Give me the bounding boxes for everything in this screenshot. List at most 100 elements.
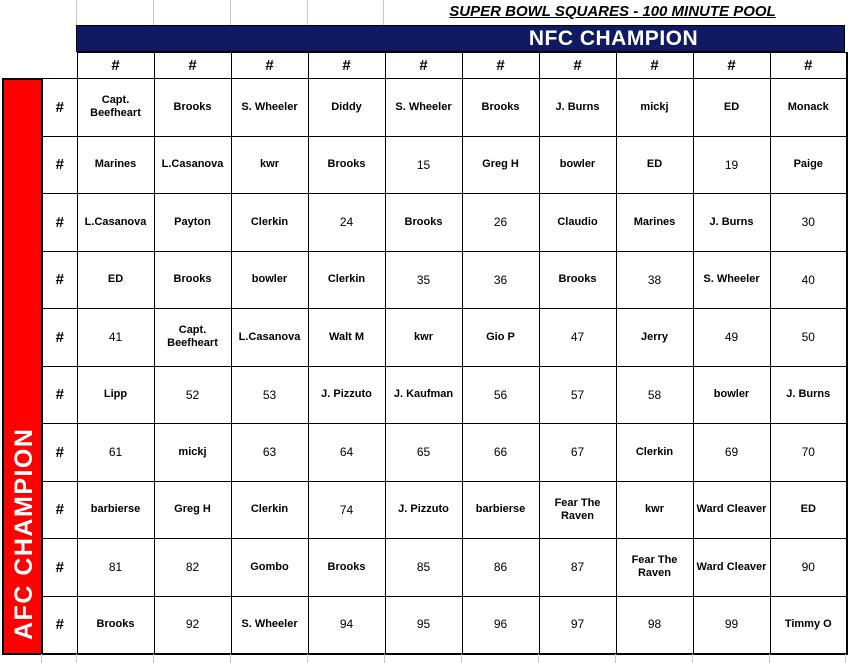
square-cell[interactable]: Brooks — [76, 595, 155, 655]
square-cell[interactable]: 47 — [538, 308, 617, 367]
row-header-cell[interactable]: # — [41, 193, 78, 252]
square-cell[interactable]: 56 — [461, 365, 540, 424]
square-cell[interactable]: 90 — [769, 538, 848, 597]
square-cell[interactable]: 58 — [615, 365, 694, 424]
square-cell[interactable]: Fear The Raven — [538, 480, 617, 539]
square-cell[interactable]: Brooks — [153, 250, 232, 309]
square-cell[interactable]: 61 — [76, 423, 155, 482]
row-header-cell[interactable]: # — [41, 538, 78, 597]
square-cell[interactable]: Timmy O — [769, 595, 848, 655]
square-cell[interactable]: 97 — [538, 595, 617, 655]
square-cell[interactable]: 81 — [76, 538, 155, 597]
square-cell[interactable]: S. Wheeler — [384, 78, 463, 137]
square-cell[interactable]: Walt M — [307, 308, 386, 367]
square-cell[interactable]: S. Wheeler — [692, 250, 771, 309]
column-header-cell[interactable]: # — [692, 52, 771, 79]
row-header-cell[interactable]: # — [41, 78, 78, 137]
square-cell[interactable]: 86 — [461, 538, 540, 597]
column-header-cell[interactable]: # — [384, 52, 463, 79]
square-cell[interactable]: ED — [692, 78, 771, 137]
square-cell[interactable]: Payton — [153, 193, 232, 252]
column-header-cell[interactable]: # — [76, 52, 155, 79]
square-cell[interactable]: J. Burns — [538, 78, 617, 137]
square-cell[interactable]: 40 — [769, 250, 848, 309]
square-cell[interactable]: ED — [769, 480, 848, 539]
row-header-cell[interactable]: # — [41, 365, 78, 424]
square-cell[interactable]: 49 — [692, 308, 771, 367]
square-cell[interactable]: Greg H — [461, 135, 540, 194]
square-cell[interactable]: 82 — [153, 538, 232, 597]
square-cell[interactable]: 67 — [538, 423, 617, 482]
square-cell[interactable]: barbierse — [76, 480, 155, 539]
square-cell[interactable]: J. Pizzuto — [307, 365, 386, 424]
square-cell[interactable]: 99 — [692, 595, 771, 655]
square-cell[interactable]: Jerry — [615, 308, 694, 367]
square-cell[interactable]: mickj — [615, 78, 694, 137]
square-cell[interactable]: Marines — [76, 135, 155, 194]
square-cell[interactable]: 53 — [230, 365, 309, 424]
square-cell[interactable]: Marines — [615, 193, 694, 252]
square-cell[interactable]: Claudio — [538, 193, 617, 252]
square-cell[interactable]: Lipp — [76, 365, 155, 424]
column-header-cell[interactable]: # — [153, 52, 232, 79]
square-cell[interactable]: ED — [76, 250, 155, 309]
square-cell[interactable]: ED — [615, 135, 694, 194]
square-cell[interactable]: 94 — [307, 595, 386, 655]
square-cell[interactable]: kwr — [615, 480, 694, 539]
square-cell[interactable]: 52 — [153, 365, 232, 424]
square-cell[interactable]: 35 — [384, 250, 463, 309]
square-cell[interactable]: 64 — [307, 423, 386, 482]
row-header-cell[interactable]: # — [41, 135, 78, 194]
square-cell[interactable]: 50 — [769, 308, 848, 367]
square-cell[interactable]: 69 — [692, 423, 771, 482]
row-header-cell[interactable]: # — [41, 595, 78, 655]
square-cell[interactable]: mickj — [153, 423, 232, 482]
square-cell[interactable]: Brooks — [461, 78, 540, 137]
square-cell[interactable]: 70 — [769, 423, 848, 482]
square-cell[interactable]: 24 — [307, 193, 386, 252]
square-cell[interactable]: L.Casanova — [76, 193, 155, 252]
square-cell[interactable]: 57 — [538, 365, 617, 424]
square-cell[interactable]: 36 — [461, 250, 540, 309]
square-cell[interactable]: 85 — [384, 538, 463, 597]
square-cell[interactable]: 66 — [461, 423, 540, 482]
square-cell[interactable]: Gombo — [230, 538, 309, 597]
square-cell[interactable]: 38 — [615, 250, 694, 309]
row-header-cell[interactable]: # — [41, 250, 78, 309]
square-cell[interactable]: Clerkin — [230, 480, 309, 539]
square-cell[interactable]: J. Kaufman — [384, 365, 463, 424]
square-cell[interactable]: Paige — [769, 135, 848, 194]
square-cell[interactable]: bowler — [230, 250, 309, 309]
square-cell[interactable]: 65 — [384, 423, 463, 482]
square-cell[interactable]: 26 — [461, 193, 540, 252]
square-cell[interactable]: Brooks — [307, 135, 386, 194]
column-header-cell[interactable]: # — [461, 52, 540, 79]
row-header-cell[interactable]: # — [41, 423, 78, 482]
square-cell[interactable]: 74 — [307, 480, 386, 539]
square-cell[interactable]: 87 — [538, 538, 617, 597]
square-cell[interactable]: 98 — [615, 595, 694, 655]
square-cell[interactable]: Clerkin — [230, 193, 309, 252]
square-cell[interactable]: Capt. Beefheart — [76, 78, 155, 137]
square-cell[interactable]: 95 — [384, 595, 463, 655]
square-cell[interactable]: 41 — [76, 308, 155, 367]
square-cell[interactable]: 96 — [461, 595, 540, 655]
square-cell[interactable]: S. Wheeler — [230, 78, 309, 137]
square-cell[interactable]: Brooks — [538, 250, 617, 309]
square-cell[interactable]: kwr — [384, 308, 463, 367]
column-header-cell[interactable]: # — [769, 52, 848, 79]
square-cell[interactable]: Diddy — [307, 78, 386, 137]
square-cell[interactable]: 92 — [153, 595, 232, 655]
square-cell[interactable]: Fear The Raven — [615, 538, 694, 597]
column-header-cell[interactable]: # — [307, 52, 386, 79]
column-header-cell[interactable]: # — [538, 52, 617, 79]
column-header-cell[interactable]: # — [615, 52, 694, 79]
column-header-cell[interactable]: # — [230, 52, 309, 79]
square-cell[interactable]: Ward Cleaver — [692, 480, 771, 539]
square-cell[interactable]: Brooks — [153, 78, 232, 137]
square-cell[interactable]: 63 — [230, 423, 309, 482]
square-cell[interactable]: J. Pizzuto — [384, 480, 463, 539]
square-cell[interactable]: bowler — [538, 135, 617, 194]
square-cell[interactable]: J. Burns — [769, 365, 848, 424]
row-header-cell[interactable]: # — [41, 480, 78, 539]
